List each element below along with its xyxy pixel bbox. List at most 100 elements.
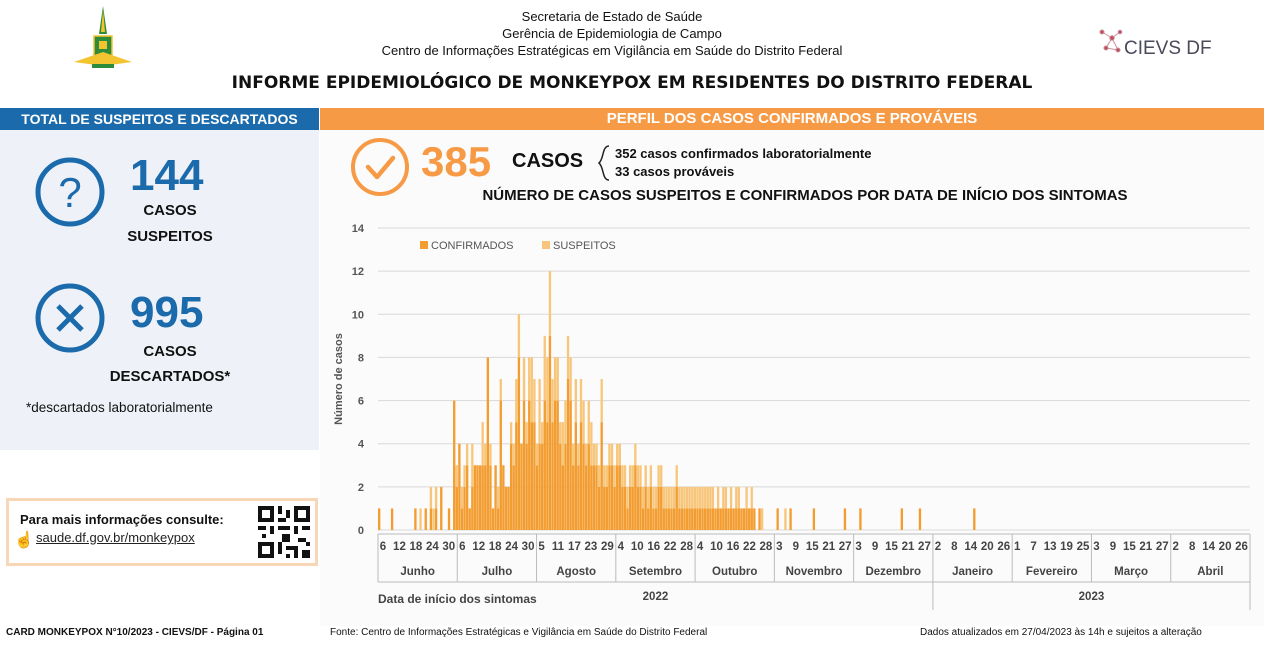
info-link[interactable]: saude.df.gov.br/monkeypox <box>36 530 195 545</box>
bar-suspect <box>600 379 603 423</box>
x-tick-label: 4 <box>697 541 704 553</box>
bar-suspect <box>724 486 728 509</box>
bar-suspect <box>652 486 655 509</box>
suspects-label-1: CASOS <box>143 202 197 219</box>
bar-confirmed <box>685 508 689 530</box>
bar-suspect <box>553 357 557 401</box>
bar-confirmed <box>693 508 697 530</box>
bar-confirmed <box>585 465 588 530</box>
bar-suspect <box>585 443 588 466</box>
bar-confirmed <box>719 508 722 530</box>
bar-suspect <box>647 486 650 509</box>
bar-confirmed <box>709 508 712 530</box>
bar-suspect <box>675 465 678 487</box>
month-label: Novembro <box>786 566 843 578</box>
bar-confirmed <box>512 465 515 530</box>
suspects-count: 144 <box>130 151 204 200</box>
bar-confirmed <box>631 486 634 530</box>
bar-confirmed <box>678 508 681 530</box>
x-tick-label: 30 <box>442 541 455 553</box>
bar-confirmed <box>701 508 704 530</box>
header-gerencia: Gerência de Epidemiologia de Campo <box>502 26 722 41</box>
x-tick-label: 27 <box>839 541 852 553</box>
x-tick-label: 6 <box>380 541 386 553</box>
bar-confirmed <box>600 422 603 530</box>
bar-confirmed <box>745 508 748 530</box>
bar-suspect <box>548 271 552 336</box>
bar-confirmed <box>582 443 585 530</box>
x-tick-label: 1 <box>1014 541 1021 553</box>
left-section-band: TOTAL DE SUSPEITOS E DESCARTADOS <box>0 108 319 130</box>
bar-confirmed <box>390 508 394 530</box>
bar-confirmed <box>603 486 606 530</box>
bar-confirmed <box>574 422 577 530</box>
x-tick-label: 7 <box>1030 541 1036 553</box>
total-cases-number: 385 <box>421 138 492 185</box>
bar-suspect <box>706 486 709 509</box>
month-label: Julho <box>482 566 513 578</box>
bar-confirmed <box>667 508 671 530</box>
bar-confirmed <box>737 508 740 530</box>
bar-confirmed <box>556 400 559 530</box>
bar-confirmed <box>453 400 456 530</box>
pointer-hand-icon: ☝ <box>14 532 34 549</box>
bar-confirmed <box>595 465 598 530</box>
bar-confirmed <box>473 465 477 530</box>
bar-confirmed <box>504 486 508 530</box>
bar-confirmed <box>478 465 482 530</box>
bar-suspect <box>512 443 515 466</box>
bar-suspect <box>618 443 621 466</box>
bar-confirmed <box>468 508 471 530</box>
bar-confirmed <box>696 508 699 530</box>
bar-confirmed <box>597 486 601 530</box>
bar-confirmed <box>434 508 438 530</box>
bar-confirmed <box>748 508 751 530</box>
bar-confirmed <box>918 508 922 530</box>
bar-suspect <box>737 486 740 509</box>
x-tick-label: 3 <box>1093 541 1099 553</box>
x-tick-label: 4 <box>618 541 625 553</box>
x-tick-label: 20 <box>981 541 994 553</box>
x-tick-label: 17 <box>568 541 581 553</box>
bar-confirmed <box>484 465 487 530</box>
bar-confirmed <box>486 357 490 530</box>
bar-confirmed <box>636 486 640 530</box>
bar-suspect <box>660 465 663 487</box>
bar-confirmed <box>628 486 632 530</box>
bar-confirmed <box>735 508 738 530</box>
x-tick-label: 26 <box>997 541 1010 553</box>
header-centro: Centro de Informações Estratégicas em Vi… <box>381 43 843 58</box>
bar-suspect <box>701 486 704 509</box>
bar-suspect <box>688 486 691 509</box>
bar-confirmed <box>639 486 642 530</box>
y-tick-label: 14 <box>352 223 365 235</box>
bar-confirmed <box>471 486 474 530</box>
bar-confirmed <box>610 465 614 530</box>
bar-suspect <box>654 486 658 509</box>
bar-suspect <box>716 486 720 509</box>
bar-confirmed <box>742 508 746 530</box>
month-label: Agosto <box>556 566 596 578</box>
bar-confirmed <box>652 508 655 530</box>
bar-confirmed <box>509 443 513 530</box>
bar-confirmed <box>460 508 464 530</box>
bar-confirmed <box>662 508 665 530</box>
bar-suspect <box>693 486 697 509</box>
bar-confirmed <box>577 465 580 530</box>
x-tick-label: 28 <box>760 541 773 553</box>
x-tick-label: 9 <box>872 541 878 553</box>
bar-confirmed <box>515 422 518 530</box>
bar-confirmed <box>900 508 904 530</box>
bar-suspect <box>672 486 676 509</box>
bar-suspect <box>530 357 533 423</box>
bar-confirmed <box>740 508 743 530</box>
bar-confirmed <box>758 508 761 530</box>
bar-confirmed <box>750 508 753 530</box>
bar-confirmed <box>724 508 728 530</box>
bar-suspect <box>455 465 458 487</box>
bar-confirmed <box>440 486 443 530</box>
bar-suspect <box>745 486 748 509</box>
bar-confirmed <box>535 465 539 530</box>
bar-suspect <box>634 443 637 466</box>
bar-confirmed <box>665 508 668 530</box>
